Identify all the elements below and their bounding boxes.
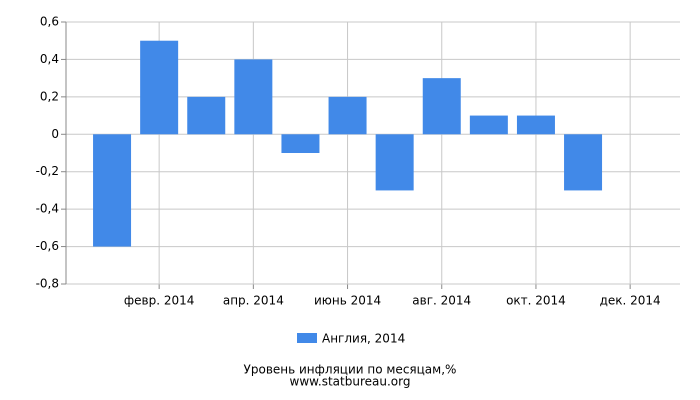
bar — [140, 40, 179, 135]
bar — [516, 115, 555, 135]
bar — [469, 115, 508, 135]
x-tick-label: авг. 2014 — [412, 294, 471, 308]
y-tick-label: 0,4 — [40, 52, 59, 66]
bar — [93, 134, 132, 247]
legend-swatch — [297, 333, 317, 343]
source: www.statbureau.org — [290, 375, 411, 389]
y-tick-label: 0,6 — [40, 15, 59, 29]
x-tick-label: дек. 2014 — [600, 294, 661, 308]
legend-label: Англия, 2014 — [322, 332, 405, 346]
bar — [187, 96, 226, 135]
y-tick-label: -0,6 — [36, 239, 59, 253]
bar — [422, 78, 461, 135]
bar — [281, 134, 320, 153]
y-tick-label: -0,8 — [36, 277, 59, 291]
x-tick-label: окт. 2014 — [506, 294, 566, 308]
x-tick-label: февр. 2014 — [124, 294, 195, 308]
y-tick-label: 0,2 — [40, 89, 59, 103]
y-tick-label: -0,4 — [36, 202, 59, 216]
bar — [564, 134, 603, 191]
y-tick-label: 0 — [51, 127, 59, 141]
y-tick-label: -0,2 — [36, 164, 59, 178]
bar — [375, 134, 414, 191]
bar — [234, 59, 273, 135]
chart-title: Уровень инфляции по месяцам,% — [244, 363, 457, 377]
bar — [328, 96, 367, 135]
x-tick-label: июнь 2014 — [314, 294, 381, 308]
x-tick-label: апр. 2014 — [223, 294, 284, 308]
